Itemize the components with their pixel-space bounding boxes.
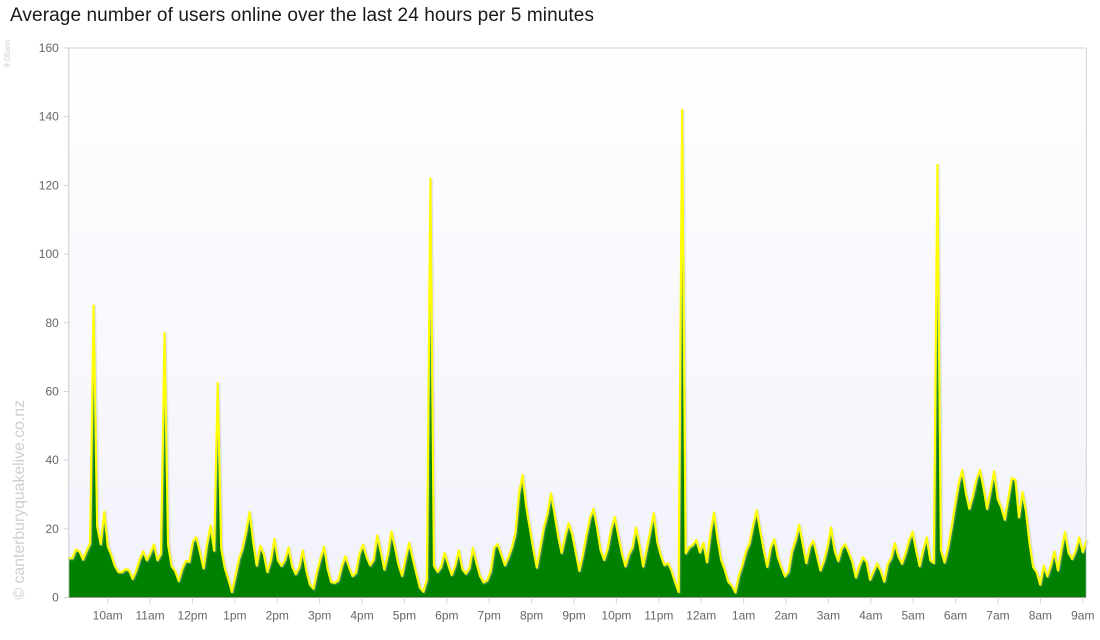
- svg-text:160: 160: [39, 41, 59, 55]
- svg-text:20: 20: [45, 522, 59, 536]
- svg-text:2pm: 2pm: [266, 609, 289, 623]
- svg-text:11am: 11am: [135, 609, 164, 623]
- svg-text:6am: 6am: [944, 609, 967, 623]
- svg-text:100: 100: [39, 247, 59, 261]
- svg-text:8am: 8am: [1029, 609, 1052, 623]
- svg-text:40: 40: [45, 453, 59, 467]
- svg-text:3am: 3am: [817, 609, 840, 623]
- svg-text:7pm: 7pm: [478, 609, 501, 623]
- svg-text:5am: 5am: [902, 609, 925, 623]
- svg-text:7am: 7am: [986, 609, 1009, 623]
- svg-text:9am: 9am: [1071, 609, 1094, 623]
- svg-text:6pm: 6pm: [435, 609, 458, 623]
- svg-text:5pm: 5pm: [393, 609, 416, 623]
- svg-text:10pm: 10pm: [601, 609, 631, 623]
- svg-text:0: 0: [52, 591, 59, 605]
- svg-text:1am: 1am: [732, 609, 755, 623]
- svg-text:80: 80: [45, 316, 59, 330]
- svg-text:11pm: 11pm: [644, 609, 673, 623]
- svg-text:4am: 4am: [859, 609, 882, 623]
- svg-text:3pm: 3pm: [308, 609, 331, 623]
- svg-text:8pm: 8pm: [520, 609, 543, 623]
- svg-text:2am: 2am: [774, 609, 797, 623]
- svg-text:9pm: 9pm: [562, 609, 585, 623]
- svg-text:10am: 10am: [93, 609, 123, 623]
- svg-text:4pm: 4pm: [350, 609, 373, 623]
- svg-text:60: 60: [45, 384, 59, 398]
- svg-text:12pm: 12pm: [177, 609, 207, 623]
- svg-text:12am: 12am: [686, 609, 716, 623]
- svg-text:140: 140: [39, 110, 59, 124]
- svg-text:1pm: 1pm: [223, 609, 246, 623]
- svg-text:120: 120: [39, 178, 59, 192]
